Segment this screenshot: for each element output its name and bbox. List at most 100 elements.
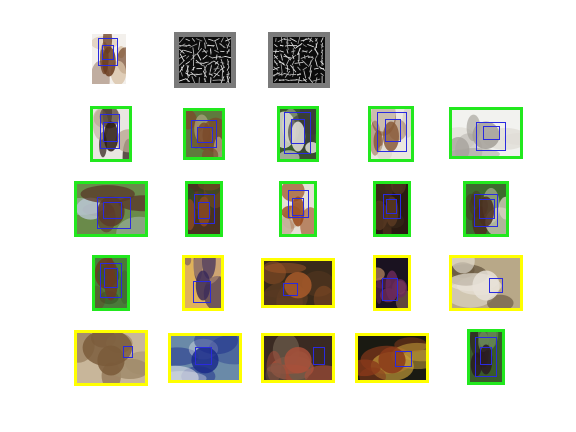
detection-tile-correct [373,181,411,237]
hog-gradient-stroke [198,41,201,50]
hog-gradient-stroke [279,50,284,53]
hog-gradient-stroke [191,66,196,71]
hog-gradient-stroke [273,59,278,66]
hog-gradient-stroke [179,43,186,48]
detection-bounding-box [383,194,401,219]
tile-image [452,110,520,156]
tile-image [93,109,129,159]
hog-template-tile [174,32,236,88]
hog-gradient-stroke [313,67,319,70]
tile-image [188,184,220,234]
hog-gradient-stroke [307,37,314,43]
detection-bounding-box [99,263,123,298]
hog-gradient-stroke [315,77,318,83]
detection-tile-correct [467,329,505,385]
hog-gradient-stroke [213,67,220,70]
hog-gradient-stroke [314,59,318,67]
detection-bounding-box [284,111,312,154]
hog-gradient-stroke [179,37,185,44]
photo-thumbnail [171,336,239,380]
detection-bounding-box [386,199,398,214]
hog-gradient-stroke [285,79,290,82]
detection-tile-correct [279,181,317,237]
hog-gradient-stroke [227,58,230,67]
detection-tile-correct [185,181,223,237]
detection-tile-false-positive [355,333,429,383]
hog-gradient-stroke [302,50,308,53]
hog-gradient-stroke [218,43,226,49]
hog-gradient-stroke [284,73,291,76]
hog-gradient-stroke [226,66,230,71]
photo-region [486,294,514,308]
photo-thumbnail [185,258,221,308]
tile-image [470,332,502,382]
hog-gradient-stroke [183,49,193,54]
photo-region [371,120,381,156]
hog-gradient-stroke [290,42,296,50]
hog-gradient-stroke [214,49,219,53]
detection-bounding-box [283,283,298,297]
hog-gradient-stroke [179,48,185,54]
hog-gradient-stroke [308,77,313,83]
hog-gradient-stroke [185,38,190,42]
hog-gradient-stroke [297,66,301,71]
photo-region [264,261,286,285]
photo-region [358,359,381,377]
photo-thumbnail [358,336,426,380]
hog-gradient-stroke [273,72,279,77]
hog-gradient-stroke [315,55,318,59]
tile-image [282,184,314,234]
hog-gradient-stroke [195,62,203,64]
detection-bounding-box [196,127,213,144]
photo-region [470,352,482,377]
tile-image [92,34,126,84]
photo-subject [478,196,494,227]
hog-gradient-stroke [212,79,221,81]
photo-subject [196,122,212,151]
hog-gradient-stroke [209,64,212,73]
photo-region [188,199,196,231]
hog-gradient-stroke [300,38,309,42]
hog-gradient-stroke [279,44,284,47]
detection-bounding-box [287,190,309,218]
hog-gradient-stroke [286,41,289,50]
hog-gradient-stroke [301,59,309,67]
tile-image [358,336,426,380]
hog-gradient-stroke [185,72,191,77]
hog-gradient-stroke [219,66,226,71]
hog-visualization [179,37,231,83]
hog-gradient-stroke [291,38,296,42]
hog-gradient-stroke [320,37,324,43]
hog-gradient-stroke [208,55,214,59]
hog-gradient-stroke [292,54,295,60]
hog-gradient-stroke [285,67,290,70]
hog-gradient-stroke [308,49,313,54]
hog-gradient-stroke [201,50,209,53]
detection-bounding-box [98,38,118,66]
hog-gradient-stroke [280,64,283,74]
hog-gradient-stroke [226,48,230,55]
detection-tile-false-positive [261,258,335,308]
hog-gradient-stroke [196,47,203,55]
detection-tile-false-positive [168,333,242,383]
hog-gradient-stroke [212,55,222,59]
hog-gradient-stroke [214,41,219,51]
hog-gradient-stroke [196,38,203,42]
hog-gradient-stroke [307,44,314,48]
hog-gradient-stroke [280,54,283,60]
tile-image [171,336,239,380]
hog-gradient-stroke [296,44,302,47]
tile-image [264,261,332,305]
hog-gradient-stroke [295,78,303,82]
detection-bounding-box [192,280,211,303]
hog-gradient-stroke [202,54,208,60]
hog-gradient-stroke [278,79,285,81]
detection-bounding-box [194,347,212,365]
detection-tile-false-positive [261,333,335,383]
photo-region [80,185,135,204]
hog-gradient-stroke [203,78,207,82]
hog-gradient-stroke [213,70,220,79]
detection-bounding-box [290,119,306,144]
photo-thumbnail [264,336,332,380]
photo-thumbnail [282,184,314,234]
